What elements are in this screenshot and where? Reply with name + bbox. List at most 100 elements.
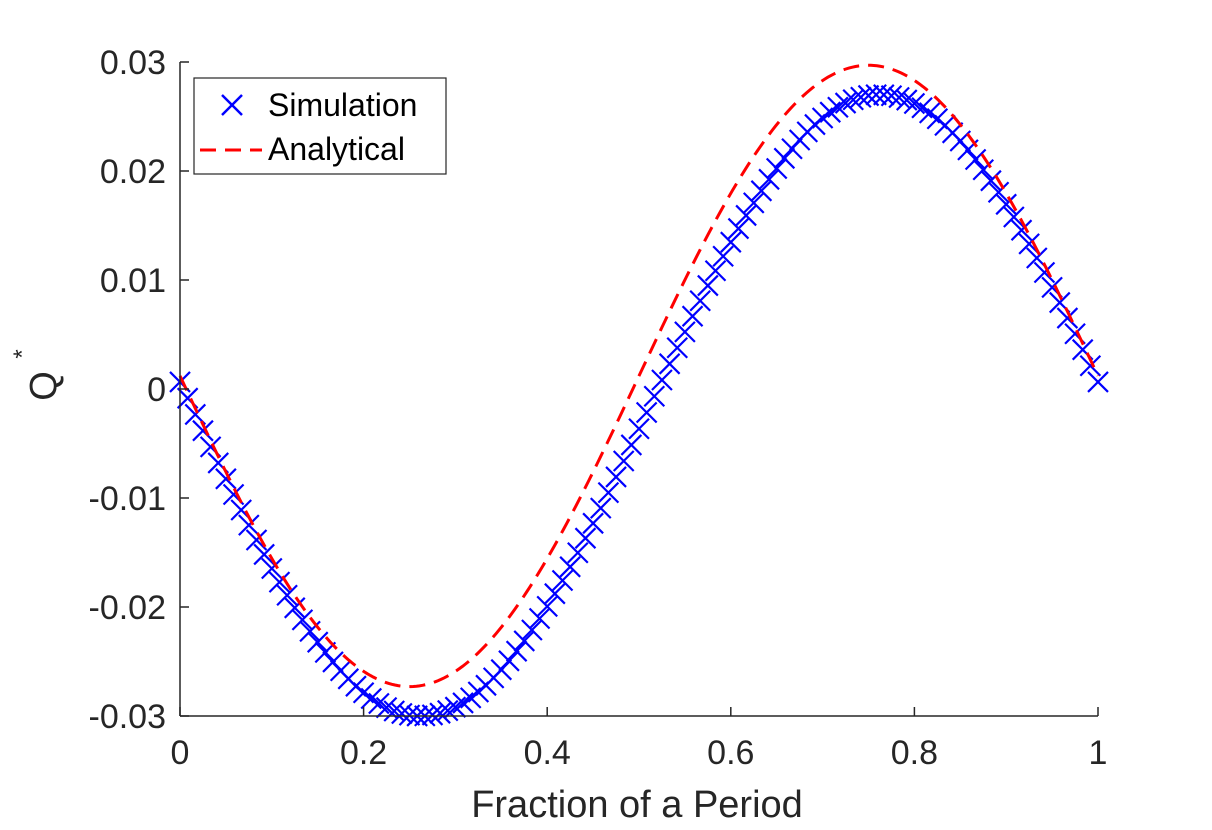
simulation-point [888, 86, 910, 109]
simulation-point [498, 650, 520, 672]
simulation-point [238, 514, 260, 536]
x-tick-label: 0.8 [891, 734, 938, 772]
simulation-point [658, 353, 681, 375]
simulation-point [1079, 354, 1102, 377]
simulation-point [681, 305, 704, 327]
simulation-point [605, 466, 627, 488]
simulation-point [215, 468, 237, 490]
simulation-point [551, 569, 574, 592]
legend-box [193, 77, 447, 175]
x-tick-label: 1 [1089, 734, 1108, 772]
legend-analytical-label: Analytical [268, 131, 405, 167]
y-axis-superscript-group: * [9, 349, 36, 358]
simulation-point [651, 369, 673, 391]
simulation-point [895, 89, 918, 111]
y-axis-label-group: Q [23, 371, 65, 401]
simulation-point [421, 704, 444, 726]
simulation-point [643, 385, 666, 408]
simulation-markers [169, 84, 1109, 727]
simulation-point [589, 497, 612, 519]
simulation-point [773, 147, 796, 170]
simulation-point [666, 337, 689, 359]
simulation-point [880, 84, 903, 107]
simulation-point [192, 419, 214, 442]
simulation-point [742, 192, 765, 214]
y-tick-label: 0.01 [100, 262, 166, 300]
simulation-point [261, 557, 283, 580]
x-tick-label: 0 [171, 734, 190, 772]
simulation-point [306, 631, 329, 653]
simulation-point [276, 584, 298, 607]
legend-simulation-marker [221, 94, 243, 116]
x-tick-label: 0.6 [707, 734, 754, 772]
x-axis-label: Fraction of a Period [471, 784, 803, 826]
simulation-point [1056, 307, 1079, 329]
simulation-point [612, 450, 635, 472]
x-tick-labels: 0 0.2 0.4 0.6 0.8 1 [171, 734, 1108, 772]
simulation-point [505, 640, 528, 662]
simulation-point [253, 543, 275, 566]
legend: Simulation Analytical [193, 77, 447, 175]
simulation-point [436, 699, 459, 722]
simulation-point [987, 181, 1010, 203]
simulation-point [964, 148, 987, 171]
simulation-point [597, 481, 620, 504]
simulation-point [291, 609, 314, 631]
y-tick-label: -0.01 [89, 480, 167, 518]
simulation-point [750, 180, 773, 202]
simulation-point [628, 417, 650, 440]
legend-simulation-label: Simulation [268, 87, 417, 123]
simulation-point [727, 217, 750, 240]
simulation-point [689, 289, 711, 312]
simulation-point [567, 541, 589, 564]
simulation-point [735, 204, 757, 227]
simulation-point [1087, 371, 1109, 393]
axes-layer [179, 61, 1099, 717]
y-tick-label: 0.03 [100, 44, 166, 82]
simulation-point [268, 571, 291, 593]
simulation-point [574, 527, 597, 549]
simulation-point [1033, 261, 1056, 284]
simulation-point [245, 529, 268, 551]
simulation-point [842, 88, 864, 111]
simulation-point [375, 696, 398, 719]
x-tick-label: 0.2 [340, 734, 387, 772]
simulation-point [528, 607, 551, 630]
simulation-point [972, 158, 995, 181]
simulation-point [1010, 219, 1033, 241]
simulation-point [544, 582, 566, 605]
simulation-point [980, 169, 1002, 192]
analytical-line [178, 63, 1100, 689]
simulation-point [697, 274, 719, 297]
y-tick-label: -0.02 [89, 589, 167, 627]
simulation-point [720, 231, 742, 253]
simulation-point [429, 702, 451, 724]
y-axis-label: Q [23, 371, 65, 401]
simulation-point [834, 92, 857, 114]
simulation-point [620, 434, 643, 456]
simulation-point [704, 259, 727, 282]
simulation-point [635, 401, 658, 424]
y-tick-label: 0.02 [100, 153, 166, 191]
y-tick-labels: -0.03 -0.02 -0.01 0 0.01 0.02 0.03 [89, 44, 167, 736]
simulation-point [995, 193, 1017, 216]
y-axis-label-superscript: * [9, 349, 36, 358]
simulation-point [765, 157, 788, 180]
simulation-point [758, 168, 780, 191]
y-tick-label: 0 [147, 371, 166, 409]
simulation-point [521, 619, 543, 641]
simulation-point [674, 321, 696, 343]
simulation-point [712, 245, 734, 268]
simulation-point [383, 700, 405, 722]
simulation-point [513, 630, 536, 652]
simulation-point [536, 595, 558, 618]
simulation-point [283, 597, 306, 619]
simulation-point [582, 512, 604, 535]
simulation-point [1003, 206, 1025, 228]
simulation-point [559, 556, 581, 578]
x-tick-label: 0.4 [524, 734, 571, 772]
y-tick-label: -0.03 [89, 698, 167, 736]
series-layer [169, 63, 1109, 727]
